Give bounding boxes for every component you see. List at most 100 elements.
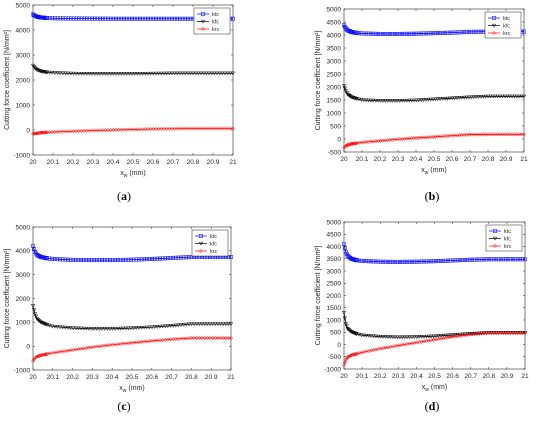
data-point-kfc	[160, 324, 165, 329]
y-axis-label: Cutting force coefficient [N/mm²]	[4, 249, 11, 349]
data-point-kfc	[145, 71, 151, 76]
data-point-krc	[156, 126, 161, 131]
data-point-kfc	[171, 323, 176, 328]
data-point-kfc	[74, 71, 79, 76]
data-point-kfc	[228, 322, 234, 327]
data-point-kfc	[462, 95, 467, 100]
y-tick-label: 5000	[327, 219, 342, 226]
x-tick-label: 20.8	[482, 156, 495, 163]
data-point-ktc	[357, 258, 362, 263]
data-point-kfc	[380, 99, 386, 103]
x-tick-label: 20.9	[207, 159, 220, 166]
data-point-kfc	[390, 335, 395, 340]
data-point-kfc	[30, 304, 36, 308]
data-point-krc	[35, 354, 41, 359]
data-point-kfc	[131, 326, 136, 331]
data-point-krc	[151, 126, 156, 132]
y-tick-label: 5000	[16, 2, 31, 9]
x-tick-label: 20.1	[46, 374, 59, 381]
x-tick-label: 20.8	[482, 373, 495, 380]
data-point-kfc	[505, 94, 510, 99]
data-point-ktc	[35, 252, 39, 257]
data-point-krc	[204, 126, 209, 131]
data-point-kfc	[348, 94, 353, 99]
data-point-kfc	[66, 71, 71, 76]
legend-label-krc: krc	[503, 31, 511, 37]
data-point-kfc	[123, 326, 128, 331]
x-tick-label: 20	[340, 373, 348, 380]
data-point-kfc	[82, 72, 87, 76]
data-point-kfc	[86, 327, 92, 331]
data-point-kfc	[226, 322, 231, 327]
data-point-ktc	[33, 13, 37, 18]
data-point-kfc	[33, 314, 39, 319]
data-point-kfc	[217, 71, 222, 76]
x-tick-label: 20.2	[374, 156, 387, 163]
data-point-kfc	[373, 98, 378, 103]
legend-marker-ktc	[493, 229, 497, 233]
data-point-kfc	[481, 94, 486, 99]
data-point-kfc	[364, 333, 369, 338]
data-point-krc	[343, 143, 348, 149]
data-point-kfc	[435, 97, 441, 102]
x-tick-label: 21	[227, 374, 235, 381]
data-point-kfc	[164, 71, 169, 76]
data-point-krc	[207, 336, 213, 341]
x-tick-label: 20.5	[127, 159, 140, 166]
legend-box	[193, 7, 231, 35]
data-point-ktc	[36, 254, 41, 258]
data-point-kfc	[55, 325, 60, 329]
data-point-kfc	[97, 327, 102, 331]
data-point-krc	[191, 126, 196, 131]
data-point-kfc	[380, 335, 386, 339]
data-point-kfc	[230, 71, 236, 76]
series-krc	[30, 126, 236, 136]
data-point-kfc	[185, 71, 190, 76]
y-tick-label: 0	[26, 343, 30, 350]
data-point-kfc	[89, 327, 94, 331]
data-point-kfc	[98, 72, 103, 76]
data-point-kfc	[34, 317, 40, 321]
panel-label-4: (d)	[425, 399, 440, 413]
data-point-kfc	[400, 335, 405, 340]
data-point-krc	[230, 126, 236, 131]
x-tick-label: 20	[340, 156, 348, 163]
data-point-kfc	[209, 71, 214, 76]
data-point-kfc	[476, 95, 481, 99]
data-point-krc	[40, 130, 46, 135]
data-point-kfc	[155, 325, 160, 329]
data-point-kfc	[192, 322, 197, 327]
data-point-kfc	[127, 72, 132, 76]
y-tick-label: 2000	[16, 296, 31, 303]
data-point-kfc	[177, 71, 182, 76]
data-point-kfc	[78, 326, 84, 331]
x-tick-label: 20.4	[107, 159, 120, 166]
panel-label-1: (a)	[117, 189, 131, 203]
data-point-kfc	[124, 72, 129, 76]
y-tick-label: 1000	[327, 110, 342, 117]
data-point-kfc	[414, 335, 419, 340]
y-tick-label: 2000	[327, 293, 342, 300]
data-point-kfc	[142, 325, 147, 330]
data-point-kfc	[383, 335, 388, 340]
data-point-kfc	[371, 98, 376, 103]
data-point-kfc	[402, 335, 407, 340]
x-tick-label: 20.7	[165, 374, 178, 381]
data-point-kfc	[68, 71, 74, 76]
series-kfc	[30, 63, 236, 76]
data-point-krc	[30, 131, 36, 136]
data-point-krc	[31, 131, 37, 136]
data-point-kfc	[387, 99, 393, 103]
data-point-kfc	[119, 72, 124, 76]
data-point-krc	[196, 126, 201, 131]
data-point-kfc	[359, 333, 364, 338]
panel-label-3: (c)	[117, 399, 130, 413]
data-point-kfc	[421, 98, 426, 103]
data-point-kfc	[411, 98, 417, 103]
data-point-kfc	[350, 330, 355, 335]
x-tick-label: 20.3	[87, 159, 100, 166]
data-point-kfc	[514, 94, 519, 99]
y-tick-label: 500	[330, 123, 341, 130]
